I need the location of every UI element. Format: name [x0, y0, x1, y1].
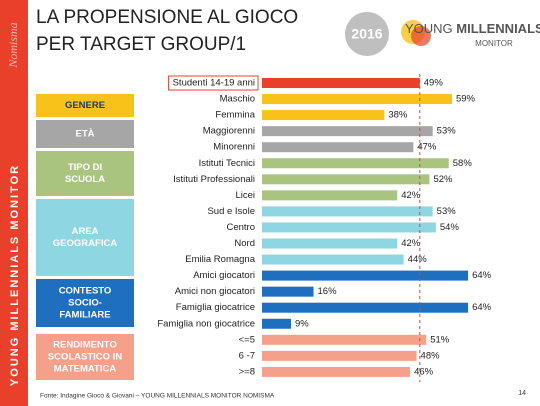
value-label: 49%: [424, 78, 444, 89]
value-label: 42%: [401, 190, 421, 201]
category-label: Emilia Romagna: [185, 254, 255, 265]
group-label: GENERE: [65, 100, 105, 111]
side-stripe: [0, 0, 28, 406]
title-line: PER TARGET GROUP/1: [36, 34, 246, 55]
side-text: YOUNG MILLENNIALS MONITOR: [9, 164, 21, 386]
bar: [262, 318, 291, 329]
group-label: FAMILIARE: [59, 310, 110, 321]
bar: [262, 142, 414, 153]
side-brand: Nomisma: [6, 22, 20, 68]
title-line: LA PROPENSIONE AL GIOCO: [36, 7, 298, 28]
group-label: AREA: [72, 226, 99, 237]
value-label: 53%: [437, 206, 457, 217]
group-label: MATEMATICA: [54, 364, 117, 375]
bar: [262, 286, 314, 297]
highlight-box: [168, 75, 259, 91]
category-label: Istituti Tecnici: [199, 158, 255, 169]
value-label: 47%: [417, 142, 437, 153]
value-label: 9%: [295, 318, 309, 329]
bar: [262, 334, 427, 345]
value-label: 59%: [456, 94, 476, 105]
value-label: 64%: [472, 302, 492, 313]
bar: [262, 366, 411, 377]
category-label: Istituti Professionali: [173, 174, 255, 185]
group-box: [36, 199, 134, 276]
category-label: Maschio: [220, 94, 255, 105]
value-label: 58%: [453, 158, 473, 169]
bar: [262, 110, 385, 121]
category-label: Maggiorenni: [203, 126, 255, 137]
bar: [262, 126, 433, 137]
value-label: 46%: [414, 366, 434, 377]
bar: [262, 238, 398, 249]
value-label: 51%: [430, 334, 450, 345]
group-label: SCUOLA: [65, 174, 105, 185]
value-label: 44%: [408, 254, 428, 265]
group-box: [36, 334, 134, 380]
bar: [262, 94, 452, 105]
page-number: 14: [518, 390, 526, 397]
bar: [262, 222, 436, 233]
bar: [262, 350, 417, 361]
value-label: 38%: [388, 110, 408, 121]
group-box: [36, 279, 134, 327]
category-label: >=8: [239, 366, 255, 377]
bar: [262, 78, 420, 88]
value-label: 53%: [437, 126, 457, 137]
bar: [262, 206, 433, 217]
category-label: <=5: [239, 334, 255, 345]
category-label: Nord: [234, 238, 255, 249]
category-label: Minorenni: [213, 142, 255, 153]
value-label: 42%: [401, 238, 421, 249]
category-label: Femmina: [215, 110, 255, 121]
group-label: SOCIO-: [68, 298, 102, 309]
bar: [262, 158, 449, 169]
category-label: Studenti 14-19 anni: [173, 78, 255, 89]
logo-text: YOUNG MILLENNIALS: [405, 21, 540, 36]
bar: [262, 270, 469, 281]
group-label: CONTESTO: [59, 286, 112, 297]
category-label: Sud e Isole: [207, 206, 255, 217]
group-label: SCOLASTICO IN: [48, 352, 123, 363]
group-label: TIPO DI: [68, 162, 102, 173]
group-label: GEOGRAFICA: [53, 238, 118, 249]
bar: [262, 254, 404, 265]
value-label: 54%: [440, 222, 460, 233]
bar: [262, 302, 469, 313]
category-label: Amici non giocatori: [175, 286, 255, 297]
logo-sub: MONITOR: [475, 39, 513, 48]
logo-a: YOUNG: [405, 21, 456, 36]
category-label: 6 -7: [239, 350, 255, 361]
logo-b: MILLENNIALS: [456, 21, 540, 36]
value-label: 16%: [318, 286, 338, 297]
category-label: Amici giocatori: [193, 270, 255, 281]
group-box: [36, 120, 134, 148]
bar: [262, 190, 398, 201]
year-badge: [345, 12, 389, 56]
group-label: ETÀ: [76, 129, 95, 140]
group-box: [36, 94, 134, 117]
category-label: Centro: [226, 222, 255, 233]
value-label: 52%: [433, 174, 453, 185]
category-label: Famiglia giocatrice: [176, 302, 255, 313]
group-box: [36, 151, 134, 196]
value-label: 48%: [421, 350, 441, 361]
year: 2016: [351, 26, 382, 42]
bar: [262, 174, 430, 185]
logo-icon: [411, 26, 431, 46]
value-label: 64%: [472, 270, 492, 281]
source: Fonte: Indagine Gioco & Giovani – YOUNG …: [40, 393, 275, 400]
category-label: Famiglia non giocatrice: [157, 318, 255, 329]
logo: YOUNG MILLENNIALS MONITOR: [401, 20, 540, 48]
group-label: RENDIMENTO: [53, 340, 117, 351]
category-label: Licei: [235, 190, 255, 201]
